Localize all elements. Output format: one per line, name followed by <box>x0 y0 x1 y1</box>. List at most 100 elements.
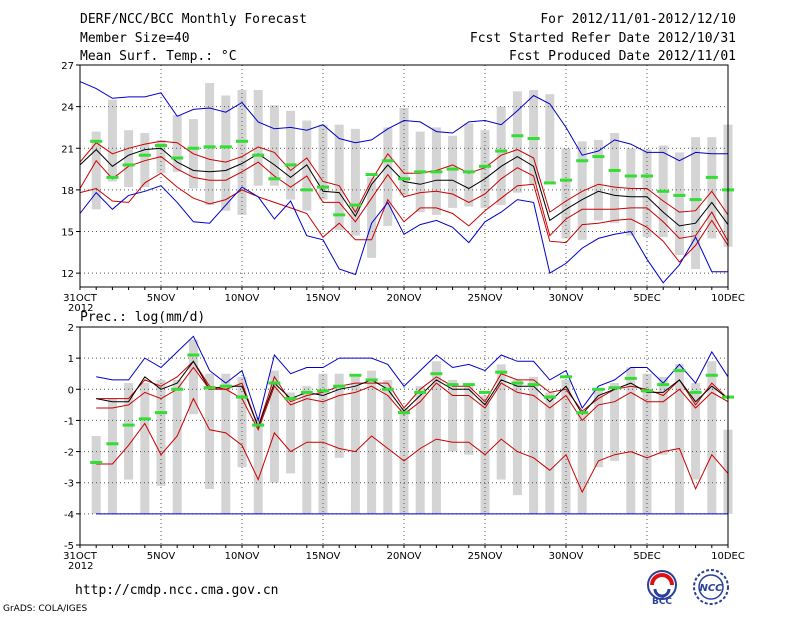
temp-xtick-label: 10DEC <box>711 293 745 304</box>
temp-series-upper <box>79 140 729 216</box>
temp-obs-day12 <box>268 177 281 181</box>
prec-series-min <box>96 397 729 494</box>
temp-box-day29 <box>545 94 555 182</box>
prec-box-day12 <box>269 370 279 483</box>
ncc-logo-text: NCC <box>699 583 723 594</box>
temp-obs-day16 <box>333 213 346 217</box>
prec-obs-day30 <box>560 375 572 379</box>
prec-series-max <box>96 335 729 423</box>
temp-xtick-label: 5NOV <box>147 293 176 304</box>
temp-obs-day39 <box>705 175 718 179</box>
forecast-period: For 2012/11/01-2012/12/10 <box>540 12 736 27</box>
prec-obs-day20 <box>398 411 410 415</box>
prec-obs-day37 <box>673 369 686 373</box>
prec-box-day3 <box>124 383 134 480</box>
temp-series-mean <box>79 147 729 227</box>
prec-box-day17 <box>350 376 360 514</box>
temp-box-day10 <box>237 89 247 215</box>
variable-label: Mean Surf. Temp.: °C <box>80 49 237 64</box>
prec-box-day34 <box>626 367 636 514</box>
prec-series-mean <box>96 360 729 429</box>
temp-box-day8 <box>205 83 215 206</box>
temp-box-day12 <box>269 105 279 186</box>
temp-box-day2 <box>107 99 117 182</box>
prec-obs-day14 <box>300 390 313 394</box>
temp-obs-day38 <box>689 198 702 202</box>
temp-box-day34 <box>626 148 636 236</box>
footer-url[interactable]: http://cmdp.ncc.cma.gov.cn <box>75 583 279 598</box>
prec-box-day27 <box>512 379 522 496</box>
forecast-produced-date: Fcst Produced Date 2012/11/01 <box>509 49 736 64</box>
temp-box-day16 <box>334 124 344 231</box>
temp-obs-day19 <box>381 159 394 163</box>
temp-obs-day23 <box>446 167 459 171</box>
prec-obs-day35 <box>641 389 653 393</box>
prec-box-day38 <box>691 383 701 480</box>
prec-obs-day22 <box>430 372 443 376</box>
prec-ytick-label: 2 <box>68 323 74 334</box>
temp-obs-day30 <box>560 178 572 182</box>
temp-box-day17 <box>350 128 360 236</box>
prec-xtick-label: 10DEC <box>711 551 745 562</box>
temp-box-day11 <box>253 89 263 186</box>
temp-box-day19 <box>383 127 393 226</box>
prec-obs-day1 <box>90 460 103 464</box>
prec-box-day2 <box>107 398 117 514</box>
temp-xtick-label: 30NOV <box>549 293 584 304</box>
prec-obs-day32 <box>592 387 605 391</box>
prec-grid <box>80 327 728 545</box>
prec-obs-day28 <box>527 383 540 387</box>
temp-obs-day34 <box>624 174 637 178</box>
temp-box-day13 <box>286 110 296 200</box>
temp-obs-day11 <box>252 153 265 157</box>
prec-obs-day4 <box>138 417 151 421</box>
temp-xtick-label: 25NOV <box>468 293 503 304</box>
temp-box-day38 <box>691 137 701 269</box>
prec-obs-day38 <box>689 390 702 394</box>
temp-obs-day5 <box>155 143 167 147</box>
prec-obs-day13 <box>284 397 297 401</box>
prec-box-day16 <box>334 373 344 458</box>
prec-box-day7 <box>188 339 198 415</box>
temp-obs-day9 <box>219 145 232 149</box>
temp-obs-day3 <box>122 163 135 167</box>
temp-series-lower <box>79 156 729 242</box>
prec-xtick-year: 2012 <box>68 561 93 572</box>
prec-obs-day12 <box>268 381 281 385</box>
prec-obs-day26 <box>495 370 508 374</box>
prec-ytick-label: -2 <box>64 448 74 459</box>
prec-ytick-label: -5 <box>64 541 74 552</box>
prec-label: Prec.: log(mm/d) <box>80 310 206 325</box>
temp-obs-day21 <box>414 170 427 174</box>
prec-obs-day11 <box>252 423 265 427</box>
prec-box-day23 <box>448 379 458 452</box>
prec-obs-day9 <box>219 384 232 388</box>
temp-xtick-label: 5DEC <box>633 293 660 304</box>
prec-box-day28 <box>529 376 539 514</box>
temp-box-day3 <box>124 130 134 188</box>
prec-xtick-label: 5DEC <box>633 551 660 562</box>
temp-box-day37 <box>674 152 684 256</box>
prec-obs-day18 <box>365 378 378 382</box>
temp-xtick-label: 20NOV <box>387 293 422 304</box>
prec-ytick-label: -1 <box>64 416 74 427</box>
temp-obs-day18 <box>365 173 378 177</box>
prec-box-day29 <box>545 392 555 514</box>
temp-box-day4 <box>140 132 150 188</box>
temp-obs-day2 <box>106 175 119 179</box>
prec-obs-day10 <box>236 395 248 399</box>
temp-obs-day15 <box>317 185 329 189</box>
prec-xtick-label: 15NOV <box>306 551 341 562</box>
temp-obs-day14 <box>300 188 313 192</box>
prec-obs-day3 <box>122 423 135 427</box>
forecast-start-date: Fcst Started Refer Date 2012/10/31 <box>469 31 736 46</box>
prec-box-day13 <box>286 392 296 474</box>
prec-box-day8 <box>205 373 215 489</box>
temp-obs-day36 <box>657 189 670 193</box>
temp-series-bottom <box>79 185 728 284</box>
prec-box-day14 <box>302 386 312 514</box>
prec-obs-day29 <box>543 395 556 399</box>
